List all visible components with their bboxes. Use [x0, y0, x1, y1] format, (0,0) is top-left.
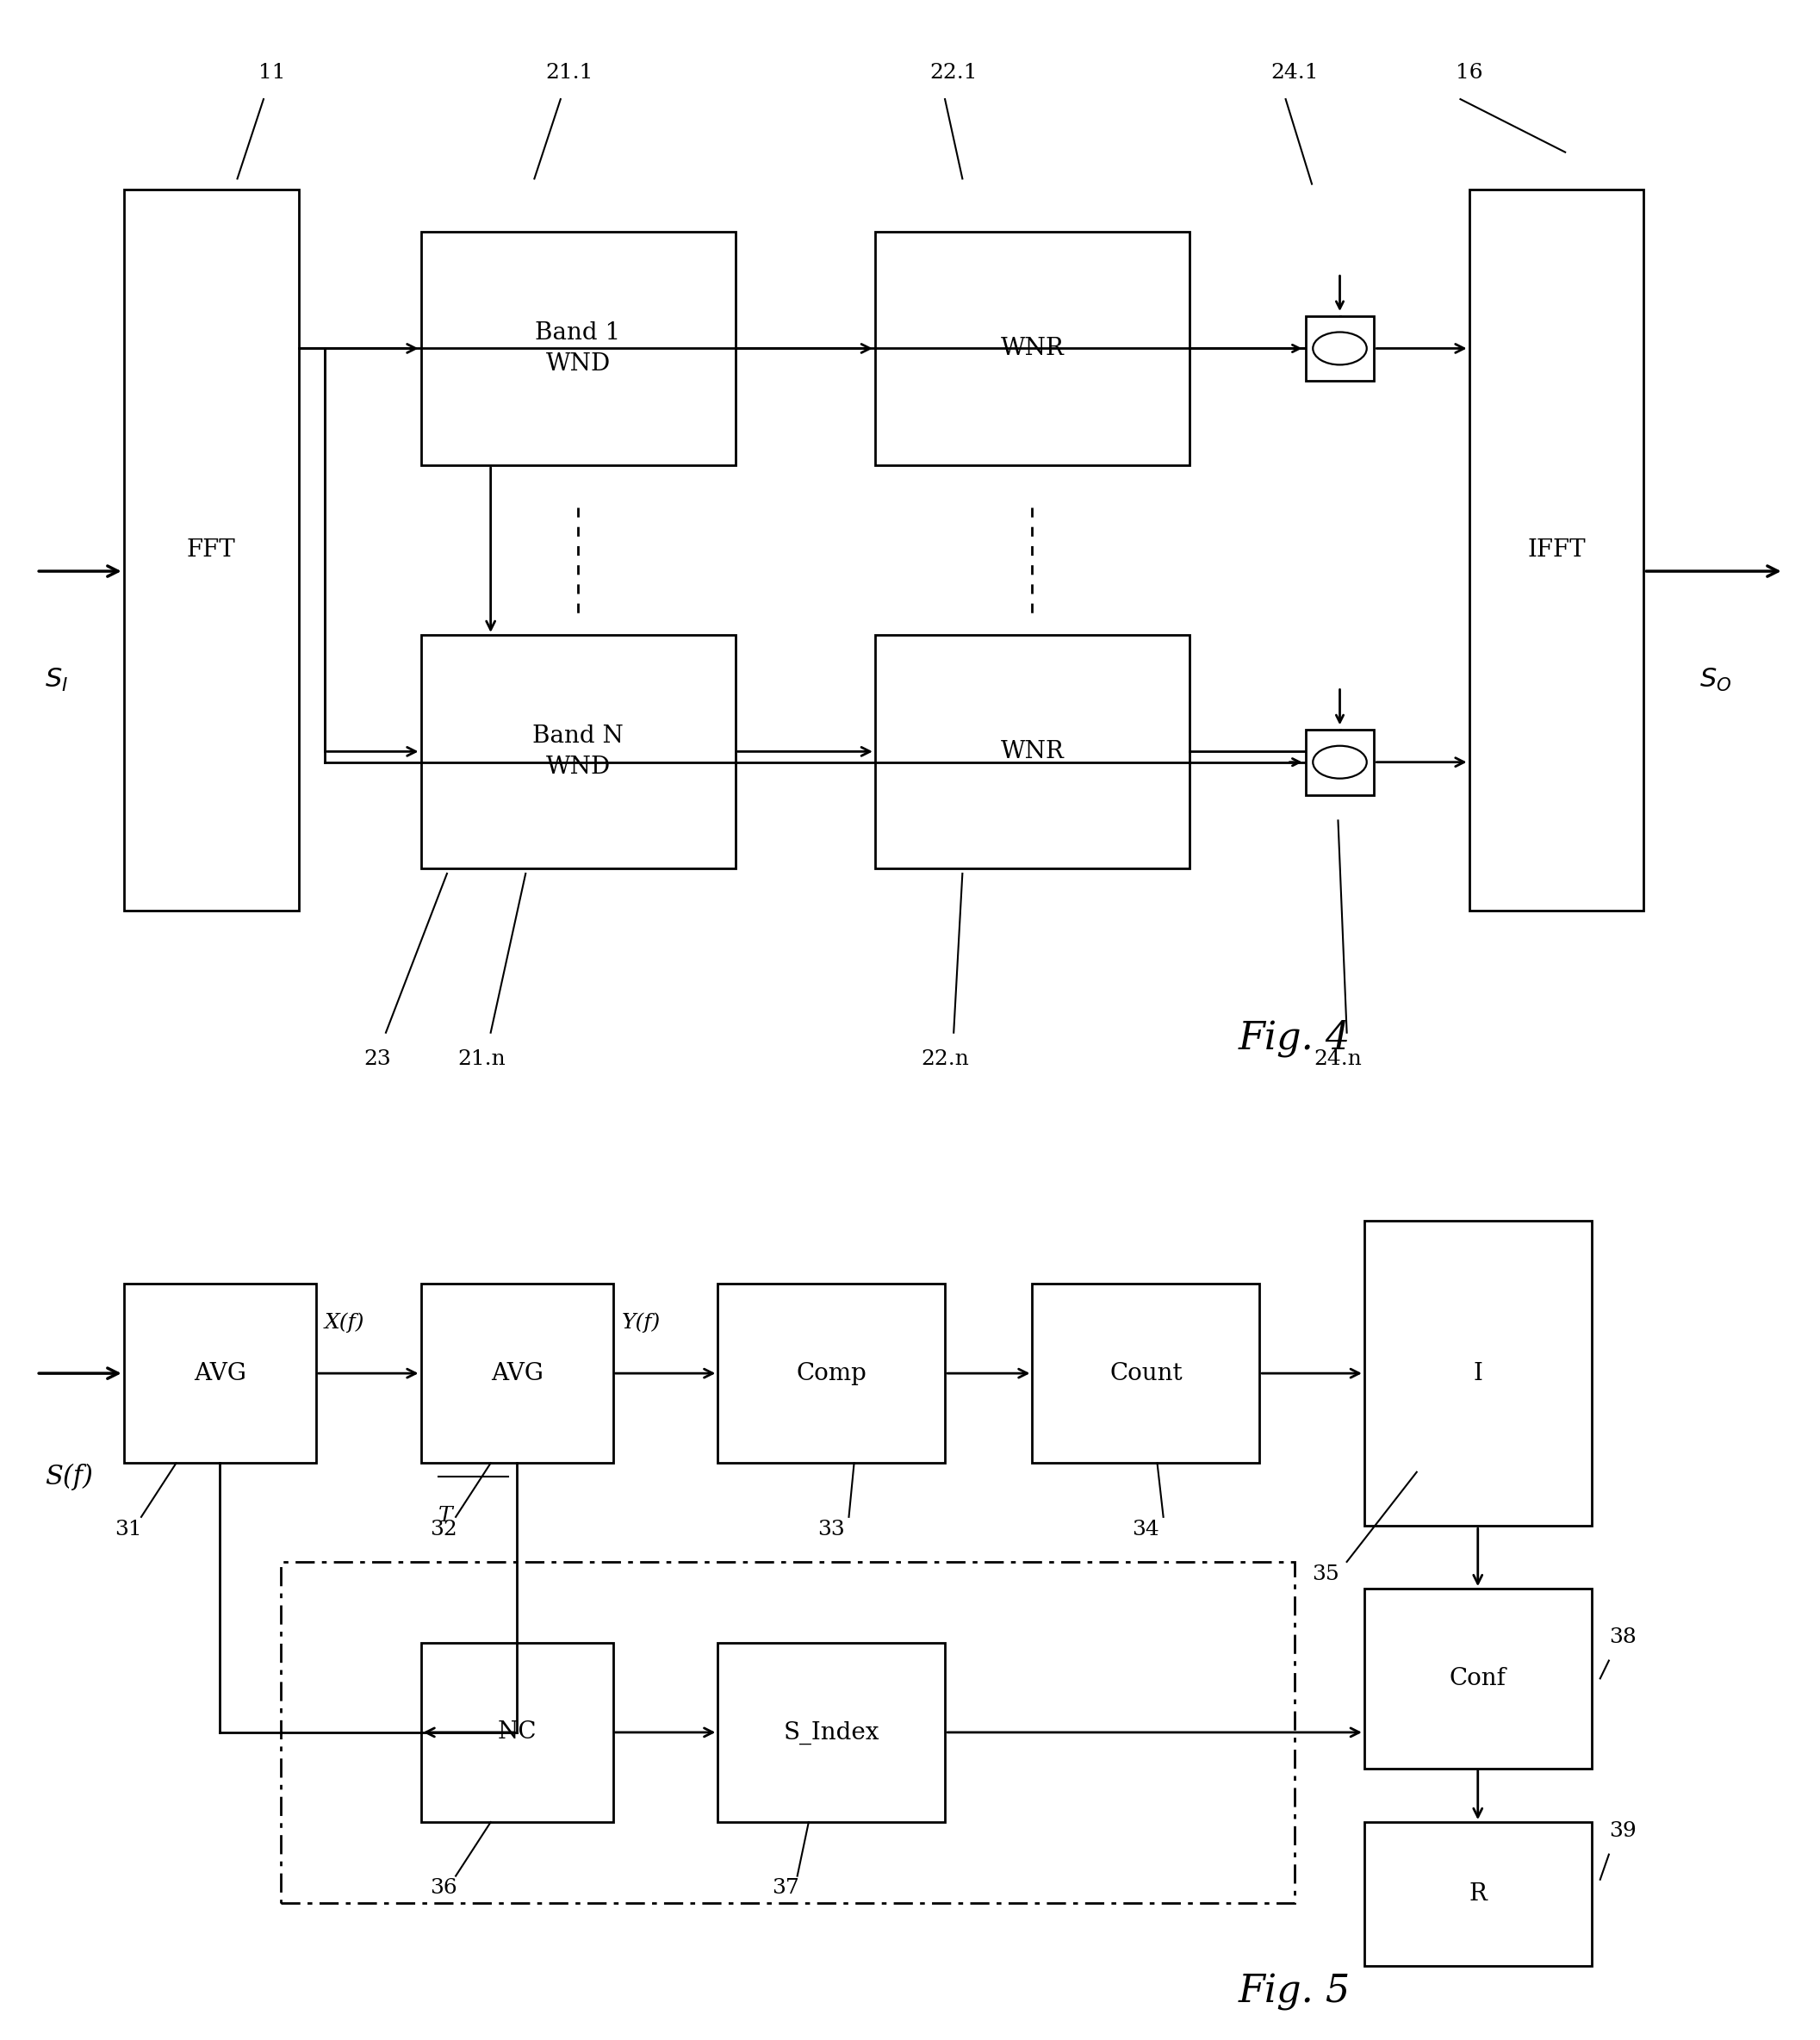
Text: 16: 16 — [1456, 63, 1483, 82]
Text: $S_O$: $S_O$ — [1700, 667, 1731, 694]
Bar — [1365, 1822, 1591, 1967]
Text: Band 1
WND: Band 1 WND — [535, 322, 621, 375]
Bar — [717, 1283, 945, 1463]
Text: 22.1: 22.1 — [930, 63, 977, 82]
Bar — [1469, 190, 1643, 910]
Text: WNR: WNR — [1001, 741, 1065, 763]
Text: 11: 11 — [258, 63, 286, 82]
Text: AVG: AVG — [491, 1361, 542, 1385]
Bar — [124, 190, 298, 910]
Text: 22.n: 22.n — [921, 1049, 968, 1069]
Text: I: I — [1472, 1361, 1483, 1385]
Bar — [1365, 1589, 1591, 1769]
Text: Fig. 5: Fig. 5 — [1238, 1973, 1350, 2011]
Text: $S_I$: $S_I$ — [46, 667, 69, 694]
Bar — [875, 233, 1190, 465]
Text: Count: Count — [1110, 1361, 1183, 1385]
Text: 37: 37 — [772, 1879, 799, 1899]
Bar — [1305, 730, 1374, 796]
Text: Band N
WND: Band N WND — [533, 724, 624, 779]
Text: 38: 38 — [1609, 1628, 1636, 1646]
Text: 23: 23 — [364, 1049, 391, 1069]
Text: 24.n: 24.n — [1314, 1049, 1361, 1069]
Bar — [420, 1642, 613, 1822]
Text: NC: NC — [497, 1720, 537, 1744]
Text: S(f): S(f) — [46, 1463, 93, 1489]
Bar — [1365, 1220, 1591, 1526]
Bar — [717, 1642, 945, 1822]
Text: 31: 31 — [115, 1520, 142, 1540]
Text: X(f): X(f) — [324, 1312, 364, 1332]
Text: 32: 32 — [430, 1520, 457, 1540]
Bar — [420, 233, 735, 465]
Text: 39: 39 — [1609, 1822, 1636, 1840]
Bar — [124, 1283, 317, 1463]
Text: 35: 35 — [1312, 1565, 1340, 1585]
Text: Fig. 4: Fig. 4 — [1238, 1020, 1350, 1057]
Text: AVG: AVG — [193, 1361, 246, 1385]
Text: S_Index: S_Index — [783, 1720, 879, 1744]
Text: 21.1: 21.1 — [546, 63, 593, 82]
Text: 34: 34 — [1132, 1520, 1159, 1540]
Text: R: R — [1469, 1883, 1487, 1905]
Text: IFFT: IFFT — [1527, 539, 1585, 561]
Text: 21.n: 21.n — [459, 1049, 506, 1069]
Text: FFT: FFT — [187, 539, 235, 561]
Text: T: T — [439, 1506, 453, 1526]
Bar — [875, 634, 1190, 869]
Text: WNR: WNR — [1001, 337, 1065, 361]
Text: Comp: Comp — [795, 1361, 866, 1385]
Text: 36: 36 — [430, 1879, 457, 1899]
Text: Y(f): Y(f) — [622, 1312, 661, 1332]
Bar — [1305, 316, 1374, 381]
Text: Conf: Conf — [1449, 1667, 1507, 1691]
Bar — [420, 1283, 613, 1463]
Bar — [420, 634, 735, 869]
Text: 24.1: 24.1 — [1270, 63, 1318, 82]
Bar — [1032, 1283, 1259, 1463]
Text: 33: 33 — [817, 1520, 844, 1540]
Bar — [280, 1563, 1294, 1903]
